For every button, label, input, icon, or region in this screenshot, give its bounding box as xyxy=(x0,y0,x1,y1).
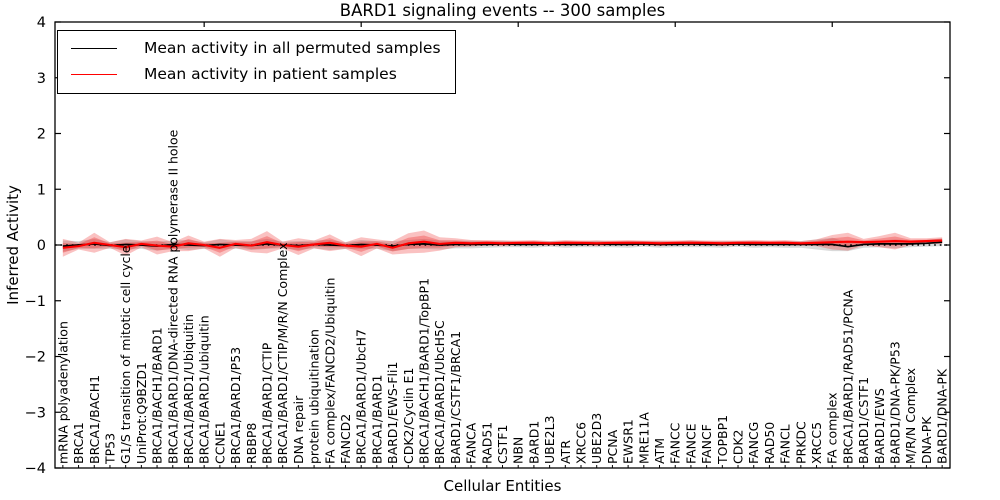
entity-label: FANCC xyxy=(668,422,683,464)
entity-label: FANCF xyxy=(699,424,714,464)
x-axis-ticks xyxy=(62,22,943,468)
svg-text:1: 1 xyxy=(37,182,46,198)
entity-label: UBE2L3 xyxy=(542,416,557,465)
entity-label: BRCA1/BARD1 xyxy=(369,375,384,464)
entity-label: XRCC6 xyxy=(574,422,589,464)
legend-item-patient: Mean activity in patient samples xyxy=(71,65,441,83)
entity-label: UniProt:Q9BZD1 xyxy=(134,362,149,464)
chart-title: BARD1 signaling events -- 300 samples xyxy=(339,1,666,20)
entity-label: CDK2 xyxy=(731,429,746,464)
entity-label: BARD1/CSTF1 xyxy=(856,377,871,464)
legend: Mean activity in all permuted samples Me… xyxy=(57,30,456,94)
entity-label: FA complex/FANCD2/Ubiquitin xyxy=(322,278,337,464)
entity-label: RBBP8 xyxy=(244,423,259,464)
entity-label: BRCA1/BARD1/P53 xyxy=(228,347,243,464)
entity-label: BARD1/EWS-Fli1 xyxy=(385,362,400,464)
svg-text:−3: −3 xyxy=(25,405,46,421)
entity-label: BRCA1/BACH1 xyxy=(87,375,102,464)
entity-label: BRCA1/BARD1/DNA-directed RNA polymerase … xyxy=(165,129,180,464)
entity-label: TP53 xyxy=(102,433,117,465)
entity-label: RAD50 xyxy=(762,422,777,464)
entity-label: BARD1/CSTF1/BRCA1 xyxy=(448,331,463,464)
entity-label: FANCG xyxy=(746,422,761,464)
entity-label: FANCA xyxy=(464,422,479,464)
entity-label: BRCA1/BARD1/UbcH7 xyxy=(354,329,369,464)
entity-label: BARD1/DNA-PK xyxy=(935,368,950,464)
entity-label: DNA-PK xyxy=(919,416,934,464)
entity-label: TOPBP1 xyxy=(715,415,730,465)
entity-label: M/R/N Complex xyxy=(903,368,918,464)
permuted-line-sample xyxy=(71,47,117,49)
entity-label: BRCA1/BARD1/CTIP/M/R/N Complex xyxy=(275,242,290,464)
entity-label: BRCA1 xyxy=(71,422,86,464)
entity-label: BRCA1/BARD1/ubiquitin xyxy=(197,315,212,464)
entity-label: EWSR1 xyxy=(621,419,636,464)
entity-label: G1/S transition of mitotic cell cycle xyxy=(118,245,133,464)
entity-label: PRKDC xyxy=(793,421,808,464)
y-axis-ticks: 4 3 2 1 0 −1 −2 −3 −4 xyxy=(25,15,950,477)
legend-label-patient: Mean activity in patient samples xyxy=(144,65,397,83)
x-axis-entity-labels: mRNA polyadenylation BRCA1 BRCA1/BACH1 TP53… xyxy=(55,129,949,465)
legend-item-permuted: Mean activity in all permuted samples xyxy=(71,39,441,57)
x-axis-label: Cellular Entities xyxy=(443,477,562,495)
entity-label: ATR xyxy=(558,440,573,464)
entity-label: CSTF1 xyxy=(495,425,510,464)
patient-mean-line xyxy=(62,239,943,249)
entity-label: BRCA1/BACH1/BARD1 xyxy=(150,327,165,464)
entity-label: BRCA1/BARD1/UbcH5C xyxy=(432,320,447,464)
svg-text:4: 4 xyxy=(37,15,46,31)
entity-label: FA complex xyxy=(825,392,840,464)
entity-label: CDK2/Cyclin E1 xyxy=(401,368,416,464)
svg-text:3: 3 xyxy=(37,71,46,87)
entity-label: BRCA1/BARD1/CTIP xyxy=(259,342,274,464)
entity-label: PCNA xyxy=(605,429,620,464)
entity-label: NBN xyxy=(511,437,526,464)
entity-label: FANCE xyxy=(683,423,698,464)
entity-label: DNA repair xyxy=(291,395,306,464)
svg-text:0: 0 xyxy=(37,238,46,254)
svg-text:2: 2 xyxy=(37,127,46,143)
y-axis-label: Inferred Activity xyxy=(4,185,22,305)
entity-label: protein ubiquitination xyxy=(307,329,322,464)
legend-label-permuted: Mean activity in all permuted samples xyxy=(144,39,441,57)
entity-label: FANCL xyxy=(778,424,793,464)
entity-label: BRCA1/BARD1/Ubiquitin xyxy=(181,314,196,464)
entity-label: FANCD2 xyxy=(338,414,353,464)
entity-label: BRCA1/BACH1/BARD1/TopBP1 xyxy=(416,278,431,464)
entity-label: BARD1 xyxy=(526,421,541,464)
entity-label: CCNE1 xyxy=(212,421,227,464)
entity-label: ATM xyxy=(652,438,667,464)
svg-text:−2: −2 xyxy=(25,350,46,366)
entity-label: RAD51 xyxy=(479,422,494,464)
patient-line-sample xyxy=(71,73,117,75)
entity-label: XRCC5 xyxy=(809,422,824,464)
entity-label: UBE2D3 xyxy=(589,413,604,464)
entity-label: BARD1/DNA-PK/P53 xyxy=(888,341,903,464)
svg-text:−4: −4 xyxy=(25,461,46,477)
entity-label: MRE11A xyxy=(636,412,651,464)
entity-label: BARD1/EWS xyxy=(872,388,887,464)
entity-label: mRNA polyadenylation xyxy=(55,321,70,464)
entity-label: BRCA1/BARD1/RAD51/PCNA xyxy=(840,289,855,464)
svg-text:−1: −1 xyxy=(25,294,46,310)
